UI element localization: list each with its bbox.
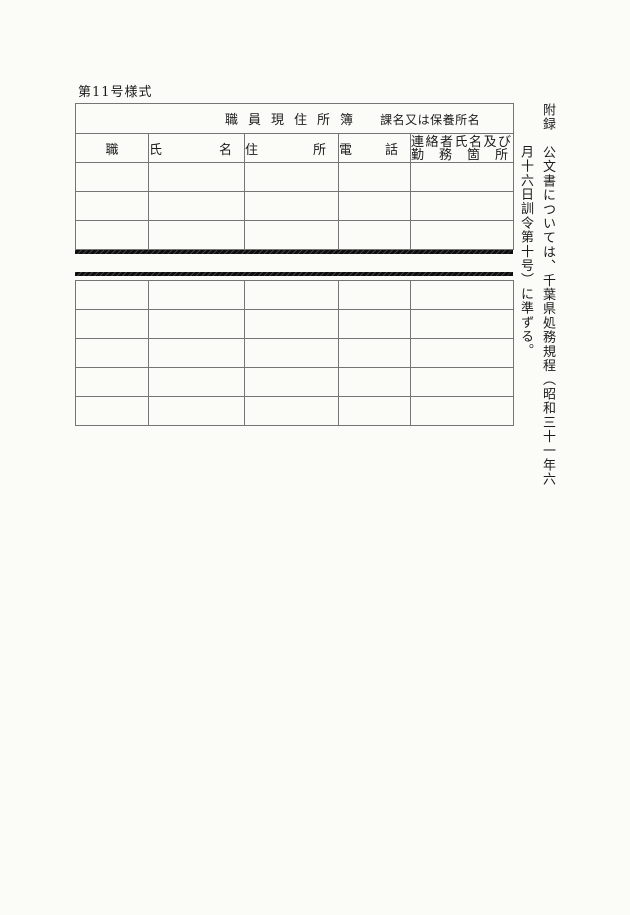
empty-cell <box>244 191 339 221</box>
empty-cell <box>75 309 149 339</box>
appendix-note-column-1: 附録 公文書については、千葉県処務規程（昭和三十一年六 <box>540 103 555 487</box>
column-header-contact-line1: 連絡者氏名及び <box>411 134 513 150</box>
empty-cell <box>338 367 411 397</box>
empty-cell <box>338 280 411 310</box>
empty-cell <box>410 396 514 426</box>
empty-cell <box>338 220 411 250</box>
table-row <box>75 338 514 368</box>
empty-cell <box>75 396 149 426</box>
empty-cell <box>148 191 245 221</box>
staff-address-register: 職員現住所簿 課名又は保養所名 職 氏名 住所 電話 連絡者氏名及び 勤務箇所 <box>74 103 515 426</box>
empty-cell <box>338 191 411 221</box>
empty-cell <box>148 220 245 250</box>
empty-cell <box>244 309 339 339</box>
register-table-upper: 職員現住所簿 課名又は保養所名 職 氏名 住所 電話 連絡者氏名及び 勤務箇所 <box>74 103 515 250</box>
column-header-position: 職 <box>75 133 149 163</box>
empty-cell <box>244 220 339 250</box>
empty-cell <box>244 162 339 192</box>
empty-cell <box>75 220 149 250</box>
table-row <box>75 191 515 221</box>
empty-cell <box>75 338 149 368</box>
empty-cell <box>75 191 149 221</box>
empty-cell <box>338 338 411 368</box>
empty-cell <box>148 338 245 368</box>
empty-cell <box>410 309 514 339</box>
empty-cell <box>338 396 411 426</box>
empty-cell <box>410 338 514 368</box>
empty-cell <box>148 396 245 426</box>
form-number-label: 第11号様式 <box>78 85 153 100</box>
register-title-annotation: 課名又は保養所名 <box>380 113 481 127</box>
appendix-note-column-2: 月十六日訓令第十号）に準ずる。 <box>518 145 533 358</box>
section-break-gap <box>75 254 513 272</box>
table-row <box>75 367 514 397</box>
table-row <box>75 396 514 426</box>
empty-cell <box>244 396 339 426</box>
empty-cell <box>338 309 411 339</box>
empty-cell <box>409 191 515 221</box>
empty-cell <box>148 309 245 339</box>
column-header-name: 氏名 <box>148 133 245 163</box>
empty-cell <box>75 367 149 397</box>
empty-cell <box>148 280 245 310</box>
empty-cell <box>410 367 514 397</box>
empty-cell <box>409 162 515 192</box>
table-row <box>75 309 514 339</box>
empty-cell <box>244 280 339 310</box>
empty-cell <box>409 220 515 250</box>
empty-cell <box>75 162 149 192</box>
empty-cell <box>148 367 245 397</box>
column-header-contact-line2: 勤務箇所 <box>411 147 514 163</box>
register-title-row: 職員現住所簿 課名又は保養所名 <box>74 103 515 134</box>
empty-cell <box>244 367 339 397</box>
section-break-line-top <box>75 250 513 254</box>
empty-cell <box>244 338 339 368</box>
register-title-cell: 職員現住所簿 課名又は保養所名 <box>74 103 515 134</box>
column-header-row: 職 氏名 住所 電話 連絡者氏名及び 勤務箇所 <box>75 133 515 163</box>
register-table-lower <box>75 280 514 426</box>
table-row <box>75 280 514 310</box>
empty-cell <box>410 280 514 310</box>
empty-cell <box>148 162 245 192</box>
column-header-phone: 電話 <box>338 133 411 163</box>
empty-cell <box>75 280 149 310</box>
column-header-address: 住所 <box>244 133 339 163</box>
section-break-line-bottom <box>75 272 513 276</box>
empty-cell <box>338 162 411 192</box>
column-header-contact: 連絡者氏名及び 勤務箇所 <box>409 133 515 163</box>
register-title: 職員現住所簿 <box>225 113 364 128</box>
table-row <box>75 162 515 192</box>
table-row <box>75 220 515 250</box>
